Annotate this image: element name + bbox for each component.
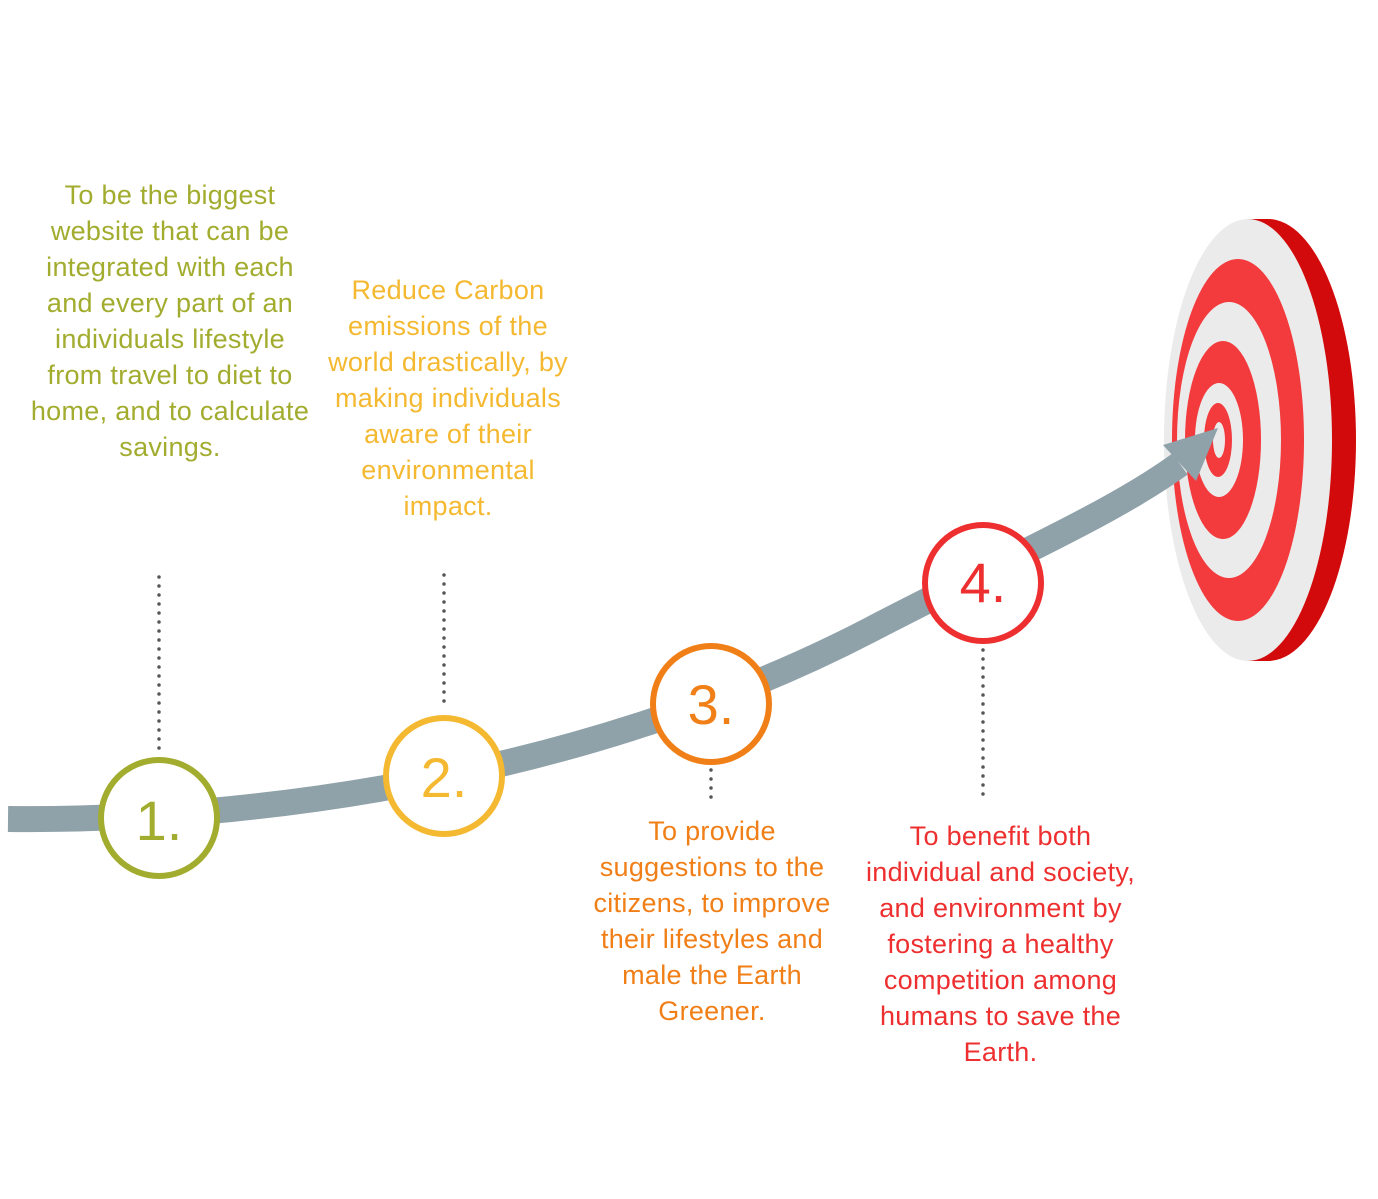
arrow-head-icon [1163,428,1218,481]
step-number-3: 3. [688,673,735,736]
target-icon [1164,219,1356,661]
dotted-connectors [157,573,985,804]
step-4-description: To benefit both individual and society, … [865,821,1136,1067]
step-2-description: Reduce Carbon emissions of the world dra… [328,275,568,521]
step-circle-4: 4. [922,522,1044,644]
step-circle-3: 3. [650,643,772,765]
step-number-2: 2. [421,746,468,809]
step-number-1: 1. [136,789,183,852]
step-circle-1: 1. [98,757,220,879]
progress-path-arrow [7,428,1218,833]
step-1-description: To be the biggest website that can be in… [30,180,310,462]
step-circle-2: 2. [383,715,505,837]
step-number-4: 4. [960,551,1007,614]
step-3-description: To provide suggestions to the citizens, … [593,816,831,1026]
